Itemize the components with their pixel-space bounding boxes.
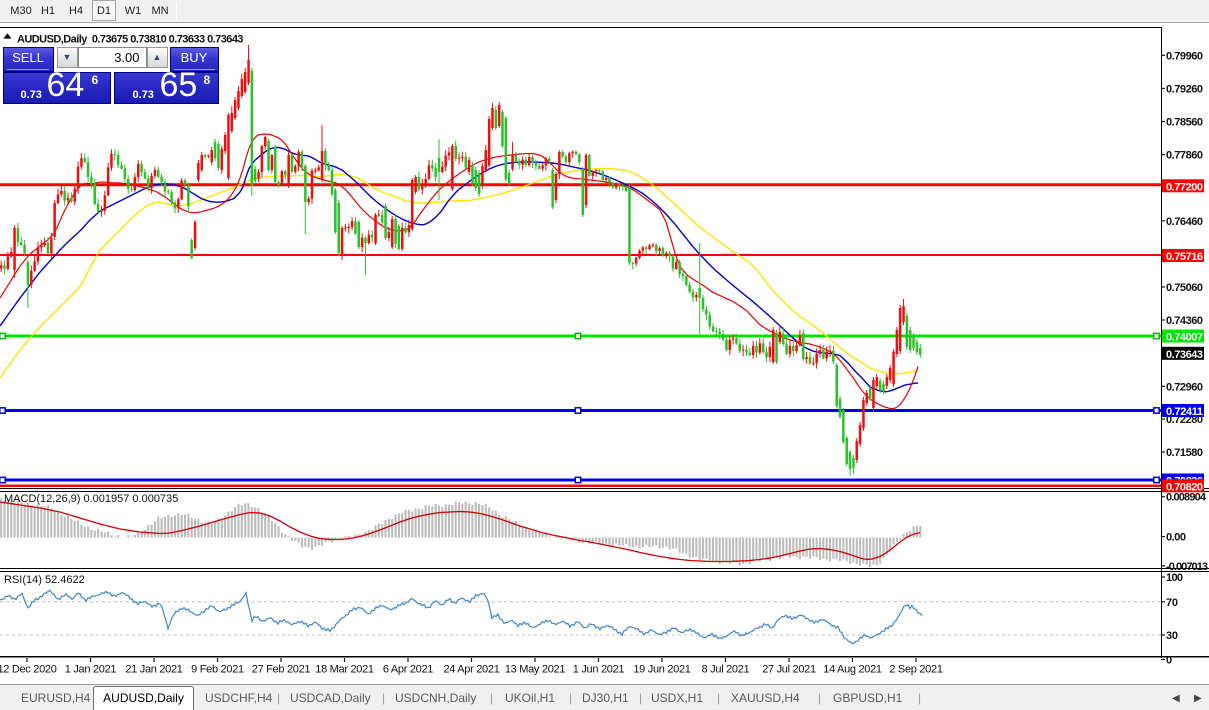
svg-text:8 Jul 2021: 8 Jul 2021 xyxy=(702,664,750,676)
svg-text:27 Jul 2021: 27 Jul 2021 xyxy=(762,664,816,676)
svg-text:0.74007: 0.74007 xyxy=(1166,332,1203,344)
svg-text:RSI(14) 52.4622: RSI(14) 52.4622 xyxy=(4,574,85,586)
svg-text:0.77860: 0.77860 xyxy=(1166,150,1203,162)
svg-text:-0.007013: -0.007013 xyxy=(1166,561,1208,573)
svg-text:0.008904: 0.008904 xyxy=(1166,492,1207,504)
svg-text:9 Feb 2021: 9 Feb 2021 xyxy=(191,664,244,676)
svg-text:0.76460: 0.76460 xyxy=(1166,216,1203,228)
svg-text:6 Apr 2021: 6 Apr 2021 xyxy=(383,664,433,676)
svg-text:0.73643: 0.73643 xyxy=(1166,349,1203,361)
svg-text:70: 70 xyxy=(1166,597,1178,609)
svg-text:12 Dec 2020: 12 Dec 2020 xyxy=(0,664,57,676)
svg-text:100: 100 xyxy=(1166,572,1183,584)
svg-text:0.00: 0.00 xyxy=(1166,532,1186,544)
svg-text:30: 30 xyxy=(1166,630,1178,642)
svg-text:0: 0 xyxy=(1166,655,1172,667)
svg-text:0.75060: 0.75060 xyxy=(1166,282,1203,294)
svg-text:0.74360: 0.74360 xyxy=(1166,315,1203,327)
svg-text:2 Sep 2021: 2 Sep 2021 xyxy=(889,664,942,676)
svg-text:0.77200: 0.77200 xyxy=(1166,181,1203,193)
svg-text:0.79260: 0.79260 xyxy=(1166,83,1203,95)
svg-text:0.75716: 0.75716 xyxy=(1166,251,1203,263)
svg-text:AUDUSD,Daily 0.73675 0.73810: AUDUSD,Daily 0.73675 0.73810 0.73633 0.7… xyxy=(17,34,243,46)
svg-text:0.72960: 0.72960 xyxy=(1166,381,1203,393)
svg-text:27 Feb 2021: 27 Feb 2021 xyxy=(252,664,311,676)
svg-text:1 Jun 2021: 1 Jun 2021 xyxy=(573,664,625,676)
svg-text:18 Mar 2021: 18 Mar 2021 xyxy=(315,664,374,676)
svg-text:0.72411: 0.72411 xyxy=(1166,406,1203,418)
svg-text:19 Jun 2021: 19 Jun 2021 xyxy=(633,664,690,676)
svg-text:13 May 2021: 13 May 2021 xyxy=(505,664,565,676)
svg-text:0.79960: 0.79960 xyxy=(1166,50,1203,62)
svg-text:0.78560: 0.78560 xyxy=(1166,117,1203,129)
svg-text:21 Jan 2021: 21 Jan 2021 xyxy=(125,664,182,676)
svg-text:0.71580: 0.71580 xyxy=(1166,447,1203,459)
svg-text:1 Jan 2021: 1 Jan 2021 xyxy=(65,664,117,676)
svg-text:MACD(12,26,9) 0.001957 0.00073: MACD(12,26,9) 0.001957 0.000735 xyxy=(4,493,178,505)
svg-text:0.70820: 0.70820 xyxy=(1166,481,1203,493)
svg-text:14 Aug 2021: 14 Aug 2021 xyxy=(823,664,882,676)
svg-text:24 Apr 2021: 24 Apr 2021 xyxy=(443,664,499,676)
